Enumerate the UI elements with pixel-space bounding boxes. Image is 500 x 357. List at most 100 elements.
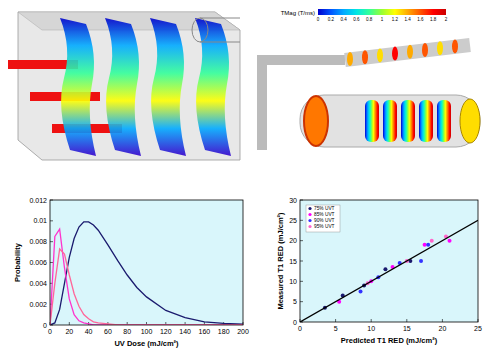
legend-marker [308, 219, 311, 222]
y-tick [300, 281, 303, 282]
x-tick-label: 80 [123, 328, 131, 335]
velocity-plane [60, 18, 96, 156]
y-tick [300, 301, 303, 302]
colorbar-tick: 2 [445, 17, 448, 22]
y-tick-label: 0.002 [29, 301, 47, 308]
x-tick-label: 140 [179, 328, 191, 335]
colorbar-tick: 1 [381, 17, 384, 22]
y-tick-label: 20 [289, 237, 297, 244]
pipe-section [452, 39, 458, 53]
colorbar-tick: 0.2 [328, 17, 335, 22]
y-tick-label: 0.012 [29, 197, 47, 204]
x-tick-label: 0 [48, 328, 52, 335]
lamp-section [419, 100, 433, 142]
y-tick-label: 0.008 [29, 238, 47, 245]
point [383, 267, 387, 271]
outlet-pipe [200, 42, 240, 43]
pipe-section [437, 41, 443, 55]
pipe-section [392, 47, 398, 61]
y-tick [50, 262, 53, 263]
y-tick-label: 30 [289, 197, 297, 204]
colorbar-tick: 0.4 [340, 17, 347, 22]
x-tick-label: 60 [104, 328, 112, 335]
point [419, 259, 423, 263]
legend-label: 95% UVT [314, 224, 335, 229]
x-tick-label: 180 [218, 328, 230, 335]
legend-label: 75% UVT [314, 206, 335, 211]
pipe-section [362, 50, 368, 64]
x-axis-label: UV Dose (mJ/cm²) [114, 339, 179, 348]
y-tick [300, 261, 303, 262]
x-axis-label: Predicted T1 RED (mJ/cm²) [341, 336, 438, 345]
plot-background [300, 200, 478, 322]
colorbar: TMag (T/ms)00.20.40.60.811.21.41.61.82 [281, 9, 448, 22]
x-tick-label: 5 [334, 325, 338, 332]
y-tick-label: 25 [289, 217, 297, 224]
colorbar-tick: 1.6 [417, 17, 424, 22]
lamp-section [383, 100, 397, 142]
y-tick-label: 0 [293, 319, 297, 326]
x-tick [406, 319, 407, 322]
pipe-section [422, 43, 428, 57]
series-line [300, 220, 478, 322]
x-tick [371, 319, 372, 322]
y-tick [300, 220, 303, 221]
point [448, 239, 452, 243]
y-tick [50, 220, 53, 221]
y-tick [300, 240, 303, 241]
colorbar-tick: 0.6 [353, 17, 360, 22]
y-tick [50, 241, 53, 242]
pipe-section [407, 45, 413, 59]
velocity-plane [195, 18, 231, 156]
point [426, 243, 430, 247]
velocity-plane [150, 18, 186, 156]
series-line [50, 249, 243, 325]
colorbar-tick: 0.8 [366, 17, 373, 22]
x-tick-label: 20 [65, 328, 73, 335]
legend-label: 90% UVT [314, 218, 335, 223]
y-tick-label: 0 [43, 322, 47, 329]
colorbar-tick: 1.8 [430, 17, 437, 22]
channel-box [18, 12, 240, 160]
chart: 02040608010012014016018020000.0020.0040.… [13, 197, 249, 349]
legend-marker [308, 207, 311, 210]
pipe-section [377, 48, 383, 62]
x-tick-label: 10 [367, 325, 375, 332]
outlet-pipe [200, 18, 240, 19]
legend: 75% UVT85% UVT90% UVT95% UVT [306, 205, 340, 232]
x-tick-label: 160 [199, 328, 211, 335]
plot-frame [300, 200, 478, 322]
data-area [300, 220, 478, 322]
reactor-body [300, 95, 480, 147]
plot-background [50, 200, 243, 325]
x-tick-label: 20 [439, 325, 447, 332]
legend-marker [308, 213, 311, 216]
x-tick-label: 25 [474, 325, 482, 332]
x-tick-label: 120 [160, 328, 172, 335]
point [430, 239, 434, 243]
x-tick-label: 15 [403, 325, 411, 332]
series-line [50, 229, 243, 325]
y-tick-label: 5 [293, 298, 297, 305]
x-tick [69, 322, 70, 325]
colorbar-tick: 0 [317, 17, 320, 22]
data-area [50, 222, 243, 325]
x-tick-label: 100 [141, 328, 153, 335]
x-tick [335, 319, 336, 322]
y-tick-label: 0.006 [29, 259, 47, 266]
colorbar-tick: 1.4 [404, 17, 411, 22]
legend-label: 85% UVT [314, 212, 335, 217]
page: TMag (T/ms)00.20.40.60.811.21.41.61.8202… [0, 0, 500, 357]
cfd-pipe-image [262, 39, 480, 150]
reactor-outlet [460, 99, 480, 143]
legend-box [306, 205, 340, 232]
colorbar-label: TMag (T/ms) [281, 10, 315, 16]
y-tick-label: 15 [289, 258, 297, 265]
colorbar-gradient [318, 9, 446, 15]
lamp-section [365, 100, 379, 142]
y-tick-label: 10 [289, 278, 297, 285]
lamp-section [437, 100, 451, 142]
series-line [50, 222, 243, 325]
cfd-channel-image [8, 12, 240, 160]
point [359, 290, 363, 294]
